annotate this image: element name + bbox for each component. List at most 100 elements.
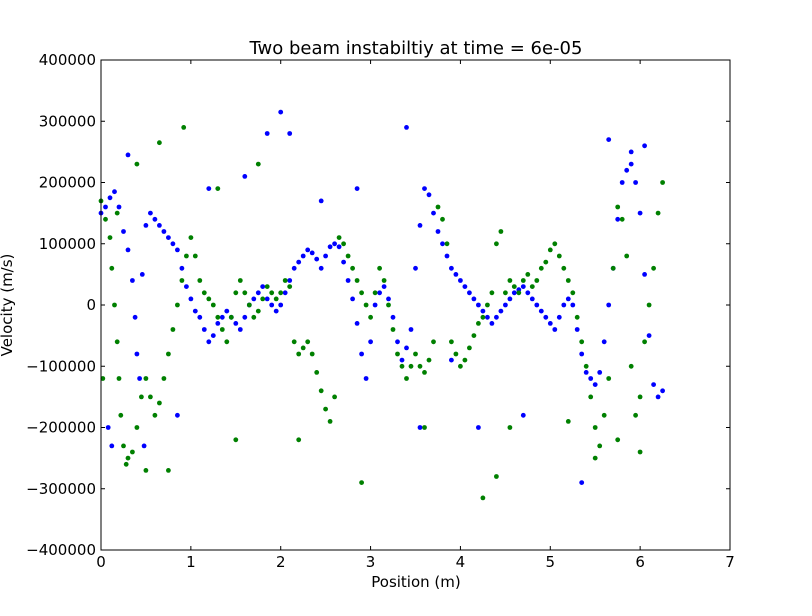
data-point — [121, 229, 126, 234]
data-point — [260, 296, 266, 302]
data-point — [615, 216, 621, 222]
data-point — [660, 180, 665, 185]
data-point — [476, 321, 481, 326]
data-point — [372, 302, 378, 308]
data-point — [184, 284, 189, 289]
data-point — [592, 382, 598, 387]
data-point — [637, 210, 643, 216]
data-point — [633, 180, 638, 185]
data-point — [278, 302, 284, 308]
data-point — [206, 339, 212, 345]
x-tick-label: 1 — [186, 553, 196, 571]
data-point — [255, 290, 261, 296]
data-point — [570, 290, 576, 296]
y-tick-label: −400000 — [26, 541, 96, 559]
data-point — [273, 308, 279, 314]
data-point — [592, 455, 598, 461]
data-point — [345, 253, 351, 259]
data-point — [642, 143, 647, 149]
data-point — [237, 278, 243, 283]
data-point — [574, 327, 580, 332]
data-point — [134, 161, 140, 167]
data-point — [637, 394, 643, 400]
data-point — [606, 137, 612, 143]
data-point — [628, 363, 634, 369]
data-point — [157, 223, 162, 228]
data-point — [655, 394, 661, 400]
data-point — [152, 412, 158, 418]
data-point — [462, 284, 468, 289]
data-point — [511, 284, 517, 289]
data-point — [525, 272, 531, 277]
data-point — [565, 296, 571, 302]
data-point — [624, 167, 630, 173]
data-point — [476, 302, 481, 308]
data-point — [181, 125, 187, 130]
data-point — [251, 296, 257, 302]
data-point — [449, 357, 454, 363]
data-point — [215, 186, 221, 192]
data-point — [440, 241, 445, 247]
data-point — [377, 265, 382, 271]
data-point — [287, 131, 293, 136]
data-point — [309, 351, 315, 357]
data-point — [260, 284, 266, 289]
y-axis-ticks: 400000 300000 200000 100000 0 −100000 −200000 −… — [26, 51, 730, 559]
y-tick-label: −300000 — [26, 480, 96, 498]
data-point — [543, 314, 549, 320]
data-point — [651, 382, 656, 387]
data-point — [538, 308, 544, 314]
data-point — [485, 302, 490, 308]
data-point — [404, 125, 409, 130]
data-point — [399, 357, 405, 363]
data-point — [534, 278, 540, 283]
data-point — [332, 394, 337, 400]
x-tick-label: 0 — [96, 553, 106, 571]
data-point — [408, 363, 414, 369]
data-point — [287, 278, 293, 283]
data-point — [579, 351, 585, 357]
data-point — [197, 314, 203, 320]
data-point — [318, 388, 324, 394]
data-point — [494, 241, 499, 247]
data-point — [417, 363, 423, 369]
data-point — [345, 278, 351, 283]
data-point — [359, 480, 364, 485]
data-point — [485, 314, 490, 320]
data-point — [458, 363, 463, 369]
data-point — [426, 357, 432, 363]
data-point — [206, 296, 212, 302]
data-point — [327, 419, 333, 424]
data-point — [157, 400, 162, 406]
data-point — [404, 376, 409, 381]
data-point — [435, 204, 441, 210]
data-point — [192, 253, 198, 259]
data-point — [552, 241, 558, 247]
data-point — [615, 204, 621, 210]
data-point — [192, 308, 198, 314]
data-point — [444, 253, 450, 259]
data-point — [359, 290, 364, 296]
y-tick-label: −100000 — [26, 357, 96, 375]
data-point — [359, 351, 364, 357]
data-point — [579, 480, 585, 485]
data-point — [201, 290, 207, 296]
x-tick-label: 5 — [546, 553, 556, 571]
data-point — [588, 376, 594, 381]
data-point — [386, 296, 391, 302]
data-point — [534, 302, 540, 308]
data-point — [520, 412, 526, 418]
data-point — [242, 174, 248, 179]
data-point — [125, 152, 131, 158]
data-point — [489, 290, 495, 296]
data-point — [264, 296, 270, 302]
data-point — [543, 259, 549, 265]
data-point — [480, 495, 486, 501]
data-point — [161, 376, 167, 381]
data-point — [170, 241, 176, 247]
data-point — [255, 308, 261, 314]
data-point — [467, 290, 472, 296]
data-point — [633, 412, 638, 418]
data-point — [480, 308, 486, 314]
data-point — [547, 321, 553, 326]
